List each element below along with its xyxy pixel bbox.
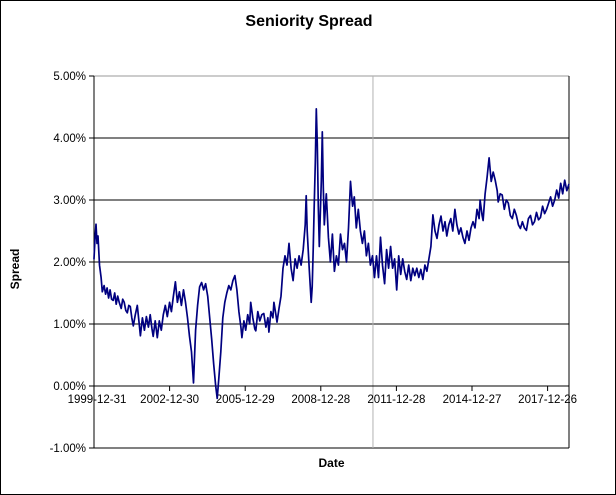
x-tick-label: 2002-12-30 — [140, 394, 199, 406]
y-tick-label: 0.00% — [53, 381, 86, 393]
x-tick-label: 2014-12-27 — [443, 394, 502, 406]
x-tick-label: 2005-12-29 — [216, 394, 275, 406]
y-tick-label: 5.00% — [53, 71, 86, 83]
y-tick-label: -1.00% — [50, 443, 86, 455]
x-tick-label: 2017-12-26 — [518, 394, 577, 406]
y-tick-label: 2.00% — [53, 257, 86, 269]
x-tick-label: 1999-12-31 — [68, 394, 127, 406]
chart-title: Seniority Spread — [245, 13, 373, 30]
y-tick-label: 3.00% — [53, 195, 86, 207]
y-tick-label: 1.00% — [53, 319, 86, 331]
series-line — [93, 108, 570, 400]
y-tick-label: 4.00% — [53, 133, 86, 145]
x-tick-label: 2011-12-28 — [367, 394, 425, 406]
x-tick-label: 2008-12-28 — [291, 394, 350, 406]
x-axis-title: Date — [318, 456, 345, 470]
